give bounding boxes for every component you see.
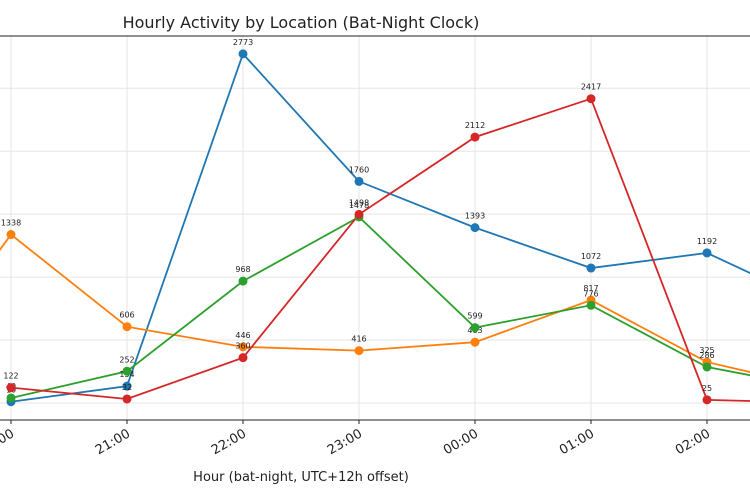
- grid: [0, 36, 750, 420]
- data-label: 599: [467, 312, 482, 321]
- data-point: [238, 342, 248, 352]
- data-point: [702, 395, 712, 405]
- x-tick-label: 22:00: [209, 426, 249, 458]
- data-label: 286: [699, 351, 714, 360]
- data-label: 325: [699, 346, 714, 355]
- data-point: [354, 346, 364, 356]
- data-point: [122, 366, 132, 376]
- x-tick-label: 00:00: [441, 426, 481, 458]
- x-tick-label: 20:00: [0, 426, 17, 458]
- data-point: [6, 383, 16, 393]
- data-label: 1760: [349, 165, 369, 174]
- data-label: 1478: [349, 201, 369, 210]
- data-label: 32: [122, 383, 132, 392]
- x-tick-label: 02:00: [673, 426, 713, 458]
- x-tick-label: 01:00: [557, 426, 597, 458]
- data-point: [586, 300, 596, 310]
- data-point: [354, 176, 364, 186]
- data-point: [470, 223, 480, 233]
- data-label: 1192: [697, 237, 717, 246]
- data-label: 446: [235, 331, 250, 340]
- data-point: [470, 337, 480, 347]
- data-point: [238, 276, 248, 286]
- data-label: 1338: [1, 219, 21, 228]
- data-point: [6, 230, 16, 240]
- data-label: 2773: [233, 38, 253, 47]
- data-point: [122, 381, 132, 391]
- data-point: [470, 323, 480, 333]
- x-axis-label: Hour (bat-night, UTC+12h offset): [193, 470, 409, 485]
- x-tick-label: 23:00: [325, 426, 365, 458]
- data-point: [586, 263, 596, 273]
- data-label: 2417: [581, 83, 601, 92]
- data-label: 122: [3, 372, 18, 381]
- data-label: 25: [702, 384, 712, 393]
- data-point: [354, 209, 364, 219]
- data-point: [586, 94, 596, 104]
- data-label: 606: [119, 311, 134, 320]
- data-label: 2112: [465, 121, 485, 130]
- data-label: 968: [235, 265, 250, 274]
- data-point: [238, 353, 248, 363]
- data-label: 776: [583, 289, 598, 298]
- data-point: [702, 248, 712, 258]
- data-point: [6, 393, 16, 403]
- data-label: 416: [351, 335, 366, 344]
- data-label: 817: [583, 284, 598, 293]
- plot-area: 1013427731760139310721192762801338606446…: [0, 38, 750, 407]
- data-point: [470, 132, 480, 142]
- chart-title: Hourly Activity by Location (Bat-Night C…: [123, 13, 480, 32]
- data-point: [238, 49, 248, 59]
- data-label: 1072: [581, 252, 601, 261]
- series-line: [10, 215, 750, 399]
- data-point: [122, 322, 132, 332]
- data-label: 252: [119, 355, 134, 364]
- series-line: [10, 97, 750, 402]
- series-line: [0, 233, 750, 373]
- data-point: [702, 362, 712, 372]
- data-label: 1498: [349, 198, 369, 207]
- x-tick-label: 21:00: [93, 426, 133, 458]
- data-label: 1393: [465, 212, 485, 221]
- data-point: [122, 394, 132, 404]
- data-label: 360: [235, 342, 250, 351]
- x-tick-labels: 20:00 21:00 22:00 23:00 00:00 01:00 02:00: [0, 420, 713, 458]
